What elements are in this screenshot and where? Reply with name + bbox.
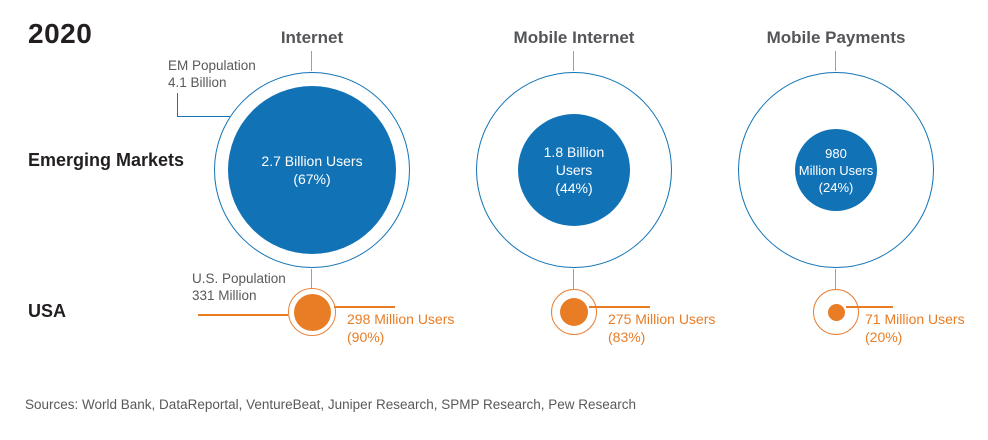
em-users-label-mobile-internet: 1.8 Billion Users (44%)	[543, 144, 605, 196]
row-label-usa: USA	[28, 301, 67, 321]
usa-callout-line-mobile-payments	[846, 306, 893, 308]
em-population-circle-mobile-payments: 980 Million Users (24%)	[738, 72, 934, 268]
usa-callout-line-mobile-internet	[589, 306, 650, 308]
usa-population-circle-internet	[288, 288, 336, 336]
header-connector-line-internet	[311, 51, 312, 71]
usa-users-circle-internet	[293, 293, 331, 331]
em-users-circle-mobile-payments: 980 Million Users (24%)	[795, 129, 877, 211]
usa-users-label-mobile-payments: 71 Million Users (20%)	[865, 311, 965, 345]
year-title: 2020	[28, 18, 93, 49]
column-header-mobile-internet: Mobile Internet	[513, 28, 635, 47]
sources-text: Sources: World Bank, DataReportal, Ventu…	[25, 397, 637, 412]
em-population-connector-horizontal	[177, 116, 230, 117]
header-connector-line-mobile-payments	[835, 51, 836, 71]
usa-users-label-mobile-internet: 275 Million Users (83%)	[608, 311, 716, 345]
row-label-emerging-markets: Emerging Markets	[28, 150, 185, 170]
us-population-pointer-line	[198, 314, 288, 316]
em-users-circle-internet: 2.7 Billion Users (67%)	[228, 86, 396, 254]
em-population-circle-mobile-internet: 1.8 Billion Users (44%)	[476, 72, 672, 268]
row-connector-line-mobile-internet	[573, 269, 574, 289]
em-users-circle-mobile-internet: 1.8 Billion Users (44%)	[518, 114, 630, 226]
usa-users-label-internet: 298 Million Users (90%)	[347, 311, 455, 345]
column-header-internet: Internet	[280, 28, 344, 47]
usa-population-circle-mobile-payments	[813, 289, 859, 335]
row-connector-line-internet	[311, 269, 312, 288]
row-connector-line-mobile-payments	[835, 269, 836, 289]
usa-users-circle-mobile-internet	[560, 298, 588, 326]
em-population-label: EM Population 4.1 Billion	[168, 58, 256, 90]
usa-users-circle-mobile-payments	[827, 303, 845, 321]
usa-population-circle-mobile-internet	[551, 289, 597, 335]
em-users-label-internet: 2.7 Billion Users (67%)	[261, 153, 363, 187]
usa-callout-line-internet	[334, 306, 395, 308]
header-connector-line-mobile-internet	[573, 51, 574, 71]
em-users-label-mobile-payments: 980 Million Users (24%)	[798, 145, 874, 195]
us-population-label: U.S. Population 331 Million	[192, 271, 286, 303]
column-header-mobile-payments: Mobile Payments	[766, 28, 906, 47]
em-population-connector-vertical	[177, 93, 178, 117]
em-population-circle-internet: 2.7 Billion Users (67%)	[214, 72, 410, 268]
